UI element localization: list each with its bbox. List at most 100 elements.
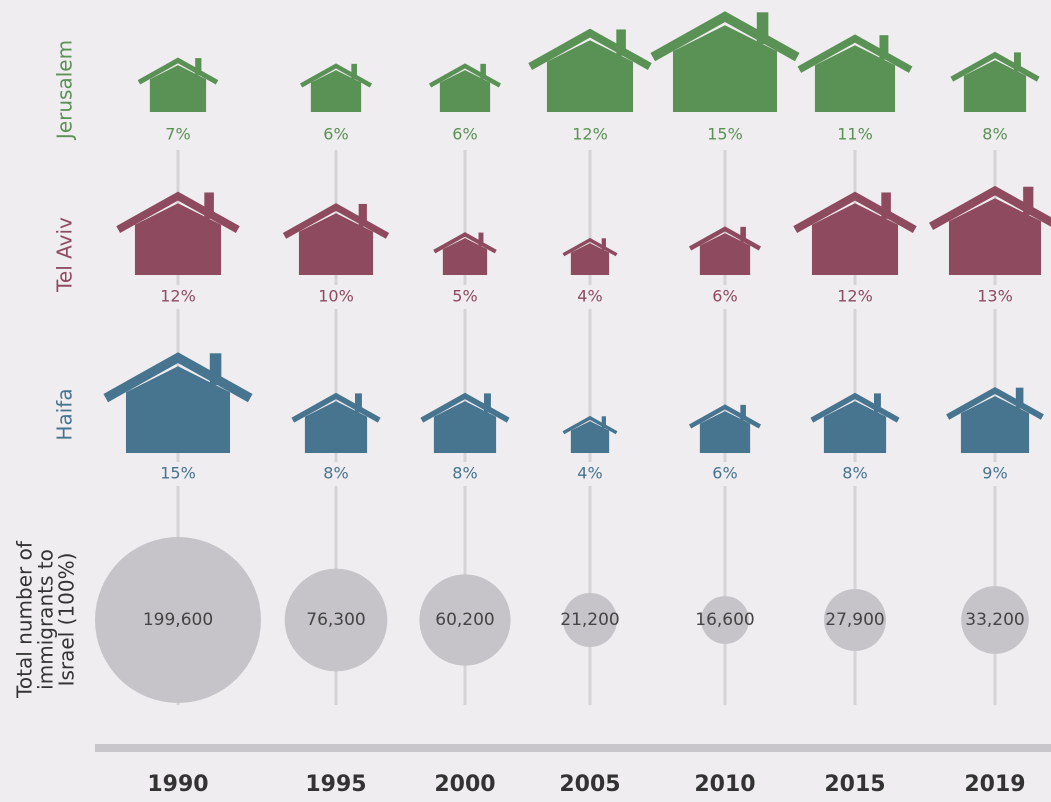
house [562,415,618,453]
total-circle [95,537,261,703]
house-roof [950,51,1040,82]
label-bg [154,285,202,309]
house-chimney [204,192,214,219]
value-label: 9% [982,464,1007,483]
label-bg [701,123,749,147]
house-roof [528,28,652,70]
house [688,404,762,453]
house-body [963,60,1027,112]
house-roof [433,232,497,254]
total-circle [823,588,887,652]
house [562,237,618,275]
row-label: Total number of immigrants to Israel (10… [12,541,79,698]
house [793,191,917,275]
house-roof [299,63,373,88]
label-bg [154,123,202,147]
x-tick-label: 2015 [824,772,885,797]
house [299,63,373,112]
house-chimney [351,63,357,80]
value-label: 8% [982,125,1007,144]
house-roof [137,57,219,85]
label-bg [441,462,489,486]
house-body [699,411,751,453]
house-roof [946,386,1044,420]
house-chimney [601,416,606,428]
house-chimney [480,63,486,80]
house-chimney [874,393,881,413]
house-roof [929,185,1051,231]
label-bg [831,285,879,309]
label-bg [441,285,489,309]
house-roof [793,191,917,233]
house-body [960,396,1030,453]
house-chimney [879,35,889,60]
label-bg [971,285,1019,309]
house-body [125,366,231,453]
value-label: 4% [577,287,602,306]
value-label: 199,600 [143,610,213,630]
value-label: 8% [452,464,477,483]
value-label: 33,200 [965,610,1024,630]
value-label: 11% [837,125,873,144]
house-body [948,198,1042,275]
value-label: 76,300 [306,610,365,630]
house-body [134,203,222,275]
label-bg [312,462,360,486]
house-body [439,70,491,112]
x-tick-label: 2000 [434,772,495,797]
x-tick-label: 1990 [147,772,208,797]
value-label: 5% [452,287,477,306]
house-chimney [209,353,222,386]
total-circle [961,586,1029,654]
house [797,34,913,112]
house-body [570,243,610,275]
house-chimney [601,238,606,250]
house-body [149,65,207,112]
label-bg [566,285,614,309]
value-label: 15% [707,125,743,144]
value-label: 8% [842,464,867,483]
house-roof [797,34,913,73]
value-label: 60,200 [435,610,494,630]
house-roof [562,237,618,257]
house-chimney [740,226,746,243]
label-bg [831,123,879,147]
house-chimney [881,192,891,219]
value-label: 6% [323,125,348,144]
house [420,392,510,453]
house-body [310,70,362,112]
label-bg [831,462,879,486]
total-circle [419,574,511,666]
row-label: Haifa [52,388,77,441]
house-chimney [740,404,746,421]
value-label: 4% [577,464,602,483]
value-label: 8% [323,464,348,483]
total-circle [701,596,749,644]
value-label: 7% [165,125,190,144]
value-label: 27,900 [825,610,884,630]
house-body [298,213,374,275]
house-chimney [355,393,362,413]
label-bg [441,123,489,147]
value-label: 15% [160,464,196,483]
house-chimney [358,203,367,227]
label-bg [971,123,1019,147]
house [116,191,240,275]
house-roof [810,392,900,423]
house [810,392,900,453]
house [688,226,762,275]
house-roof [282,203,390,239]
house [428,63,502,112]
house-body [304,401,368,453]
house [950,51,1040,112]
label-bg [701,285,749,309]
house-roof [688,226,762,251]
x-tick-label: 2019 [964,772,1025,797]
house-chimney [484,393,491,413]
house-chimney [756,12,769,45]
x-tick-label: 2005 [559,772,620,797]
label-bg [312,123,360,147]
value-label: 10% [318,287,354,306]
house-chimney [616,29,626,56]
house [929,185,1051,275]
